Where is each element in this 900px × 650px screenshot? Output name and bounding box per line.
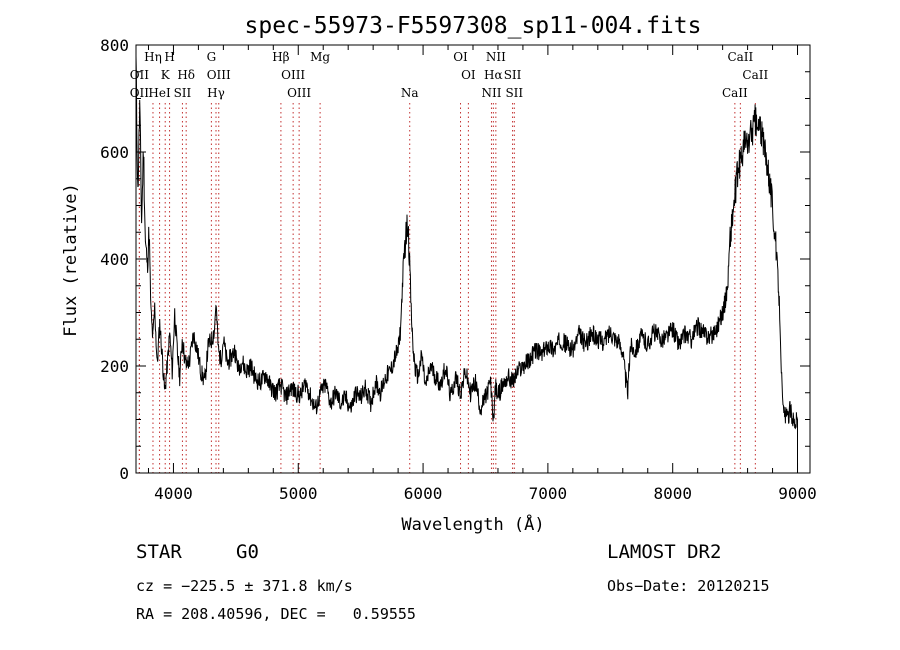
x-tick-label: 9000 xyxy=(778,484,817,503)
x-tick-label: 4000 xyxy=(154,484,193,503)
line-marker-label: OI xyxy=(461,68,476,82)
survey-label: LAMOST DR2 xyxy=(607,541,722,563)
y-tick-label: 800 xyxy=(100,36,129,55)
x-tick-label: 8000 xyxy=(653,484,692,503)
line-marker-label: OIII xyxy=(207,68,231,82)
line-marker-label: OIII xyxy=(281,68,305,82)
line-marker-label: Hγ xyxy=(207,86,225,100)
redshift-text: cz = −225.5 ± 371.8 km/s xyxy=(136,577,353,595)
line-marker-label: HeI xyxy=(148,86,171,100)
obs-date-text: Obs−Date: 20120215 xyxy=(607,577,770,595)
line-marker-label: SII xyxy=(505,86,523,100)
spectrum-line xyxy=(135,56,798,473)
chart-title: spec-55973-F5597308_sp11-004.fits xyxy=(245,13,702,39)
line-marker-label: SII xyxy=(174,86,192,100)
line-marker-label: OII xyxy=(130,86,150,100)
line-markers: OII OII Hη HeI KH SII Hδ G OIII Hγ Hβ OIII OIII Mg Na O… xyxy=(130,50,768,473)
line-marker-label: NII xyxy=(481,86,501,100)
coordinates-text: RA = 208.40596, DEC = 0.59555 xyxy=(136,605,416,623)
line-marker-label: SII xyxy=(504,68,522,82)
y-tick-label: 600 xyxy=(100,143,129,162)
line-marker-label: Hη xyxy=(144,50,162,64)
y-axis: 0 200 400 600 800 xyxy=(100,36,810,483)
line-marker-label: OIII xyxy=(287,86,311,100)
y-axis-label: Flux (relative) xyxy=(61,183,81,337)
x-tick-label: 6000 xyxy=(404,484,443,503)
line-marker-label: OII xyxy=(130,68,150,82)
subclass-label: G0 xyxy=(236,541,259,563)
line-marker-label: NII xyxy=(486,50,506,64)
line-marker-label: CaII xyxy=(727,50,753,64)
line-marker-label: CaII xyxy=(742,68,768,82)
x-axis: 4000 5000 6000 7000 8000 9000 xyxy=(147,45,817,503)
line-marker-label: CaII xyxy=(722,86,748,100)
line-marker-label: Hβ xyxy=(272,50,289,64)
line-marker-label: Na xyxy=(401,86,419,100)
x-tick-label: 5000 xyxy=(279,484,318,503)
plot-frame xyxy=(135,44,811,474)
line-marker-label: H xyxy=(164,50,174,64)
x-axis-label: Wavelength (Å) xyxy=(401,513,544,535)
line-marker-label: K xyxy=(161,68,171,82)
y-tick-label: 200 xyxy=(100,357,129,376)
x-tick-label: 7000 xyxy=(529,484,568,503)
line-marker-label: G xyxy=(207,50,217,64)
line-marker-label: Mg xyxy=(310,50,330,64)
class-label: STAR xyxy=(136,541,182,563)
line-marker-label: OI xyxy=(453,50,468,64)
y-tick-label: 0 xyxy=(119,464,129,483)
line-marker-label: Hα xyxy=(484,68,503,82)
line-marker-label: Hδ xyxy=(177,68,195,82)
y-tick-label: 400 xyxy=(100,250,129,269)
